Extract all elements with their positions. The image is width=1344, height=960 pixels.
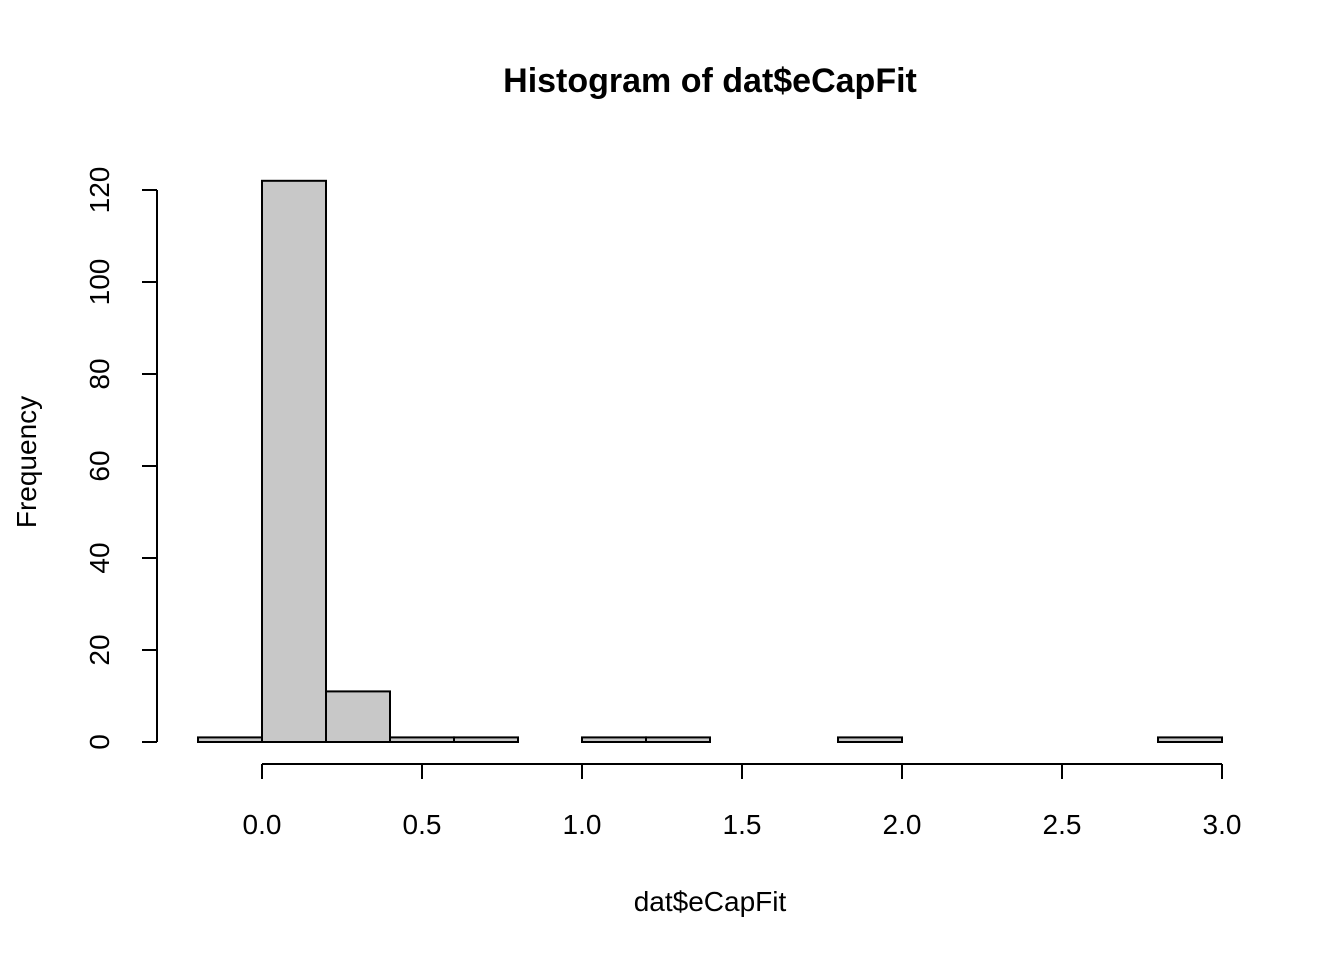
y-tick-label: 40 — [84, 542, 115, 573]
x-tick-label: 0.5 — [403, 809, 442, 840]
x-tick-label: 0.0 — [243, 809, 282, 840]
chart-title: Histogram of dat$eCapFit — [503, 62, 917, 100]
histogram-bar — [581, 736, 647, 744]
histogram-bar — [1157, 736, 1223, 744]
histogram-bar — [389, 736, 455, 744]
histogram-bar — [837, 736, 903, 744]
x-tick-label: 2.5 — [1043, 809, 1082, 840]
x-tick-label: 1.0 — [563, 809, 602, 840]
histogram-bar — [261, 179, 327, 744]
y-tick-label: 100 — [84, 259, 115, 306]
x-axis: 0.0 0.5 1.0 1.5 2.0 2.5 3.0 — [243, 763, 1242, 840]
y-tick-label: 20 — [84, 634, 115, 665]
histogram-bar — [197, 736, 263, 744]
y-axis-label: Frequency — [11, 396, 42, 528]
y-tick-label: 0 — [84, 734, 115, 750]
bars-group — [197, 179, 1223, 744]
y-tick-label: 120 — [84, 167, 115, 214]
x-axis-label: dat$eCapFit — [634, 886, 787, 917]
y-tick-label: 60 — [84, 450, 115, 481]
histogram-bar — [453, 736, 519, 744]
x-tick-label: 1.5 — [723, 809, 762, 840]
histogram-bar — [645, 736, 711, 744]
x-tick-label: 2.0 — [883, 809, 922, 840]
y-axis: 0 20 40 60 80 100 120 — [84, 167, 158, 750]
y-tick-label: 80 — [84, 358, 115, 389]
histogram-bar — [325, 690, 391, 744]
x-tick-label: 3.0 — [1203, 809, 1242, 840]
